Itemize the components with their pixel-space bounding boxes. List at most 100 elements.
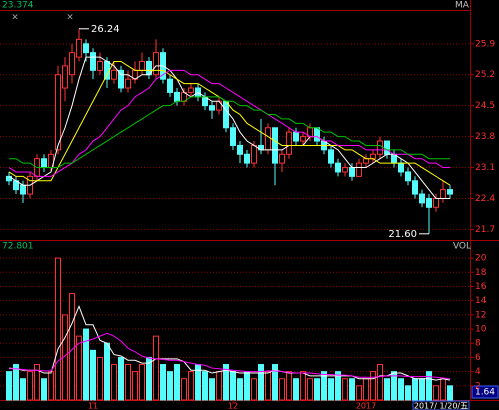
candle-body <box>433 197 439 208</box>
volume-bar <box>20 378 26 401</box>
volume-bar <box>237 378 243 401</box>
x-tick-label: 12 <box>228 402 238 410</box>
volume-bar <box>356 385 362 401</box>
y-tick-label: 14 <box>475 296 487 306</box>
candle-body <box>265 127 271 151</box>
volume-bar <box>314 378 320 401</box>
volume-bar <box>370 371 376 401</box>
y-tick-label: 8 <box>475 339 481 349</box>
volume-bar <box>300 371 306 401</box>
volume-bar <box>209 378 215 401</box>
candle-body <box>111 69 117 80</box>
volume-bar <box>328 378 334 401</box>
volume-bar <box>125 364 131 401</box>
candle-body <box>20 184 26 195</box>
candle-body <box>230 127 236 146</box>
candle-body <box>223 100 229 129</box>
candle-body <box>447 189 453 195</box>
volume-bar <box>272 364 278 401</box>
candle-body <box>167 78 173 93</box>
volume-bar <box>349 378 355 401</box>
volume-bar <box>6 371 12 401</box>
candle-body <box>237 144 243 155</box>
candle-body <box>342 167 348 173</box>
candle-body <box>405 171 411 182</box>
candle-body <box>104 60 110 80</box>
volume-bar <box>405 385 411 401</box>
volume-bar <box>132 371 138 401</box>
candle-body <box>363 158 369 164</box>
x-tick-label: 2017 <box>356 402 376 410</box>
candle-body <box>384 140 390 155</box>
candle-body <box>62 65 68 89</box>
volume-bar <box>335 371 341 401</box>
candle-body <box>251 144 257 164</box>
y-tick-label: 16 <box>475 282 487 292</box>
candle-body <box>153 52 159 76</box>
volume-bar <box>265 371 271 401</box>
volume-bar <box>83 328 89 401</box>
candle-body <box>328 149 334 164</box>
volume-bar <box>251 378 257 401</box>
candle-body <box>97 60 103 71</box>
candle-body <box>76 38 82 58</box>
cursor-date-box <box>412 400 470 410</box>
y-tick-label: 18 <box>475 268 487 278</box>
candle-body <box>370 153 376 160</box>
volume-bar <box>244 371 250 401</box>
volume-bar <box>160 364 166 401</box>
marker: × <box>11 13 19 23</box>
volume-bar <box>440 378 446 401</box>
volume-bar <box>27 371 33 401</box>
volume-bar <box>398 378 404 401</box>
volume-bar <box>258 364 264 401</box>
candle-body <box>209 105 215 111</box>
volume-header-value: 72.801 <box>2 242 34 252</box>
volume-bar <box>118 356 124 401</box>
candle-body <box>356 162 362 177</box>
moving-average-line <box>9 332 451 380</box>
volume-bar <box>55 257 61 401</box>
volume-bar <box>426 371 432 401</box>
candle-body <box>83 43 89 54</box>
volume-bar <box>174 364 180 401</box>
y-tick-label: 25.2 <box>475 70 495 80</box>
volume-bar <box>286 371 292 401</box>
volume-bar <box>412 378 418 401</box>
y-tick-label: 20 <box>475 254 487 264</box>
current-value: 1.64 <box>475 388 495 398</box>
volume-bar <box>188 371 194 401</box>
y-tick-label: 25.9 <box>475 39 495 49</box>
moving-average-line <box>8 69 450 177</box>
candle-body <box>440 189 446 199</box>
candle-body <box>398 162 404 173</box>
volume-bar <box>167 371 173 401</box>
y-tick-label: 21.7 <box>475 225 495 235</box>
candle-body <box>377 140 383 155</box>
candle-body <box>244 153 250 164</box>
candle-body <box>419 193 425 204</box>
volume-bar <box>69 293 75 401</box>
y-tick-label: 24.5 <box>475 101 495 111</box>
volume-bar <box>139 364 145 401</box>
volume-bar <box>391 371 397 401</box>
candle-body <box>90 52 96 71</box>
volume-bar <box>90 349 96 401</box>
candle-body <box>293 131 299 142</box>
y-tick-label: 23.8 <box>475 132 495 142</box>
volume-bar <box>216 371 222 401</box>
volume-bar <box>153 335 159 401</box>
volume-bar <box>13 364 19 401</box>
current-value-box <box>471 385 499 399</box>
volume-bar <box>48 371 54 401</box>
y-tick-label: 12 <box>475 310 486 320</box>
candle-body <box>188 87 194 93</box>
volume-bar <box>230 371 236 401</box>
volume-bar <box>146 356 152 401</box>
volume-bar <box>342 378 348 401</box>
price-header-value: 23.374 <box>2 1 34 11</box>
volume-bar <box>181 378 187 401</box>
moving-average-line <box>9 96 450 169</box>
